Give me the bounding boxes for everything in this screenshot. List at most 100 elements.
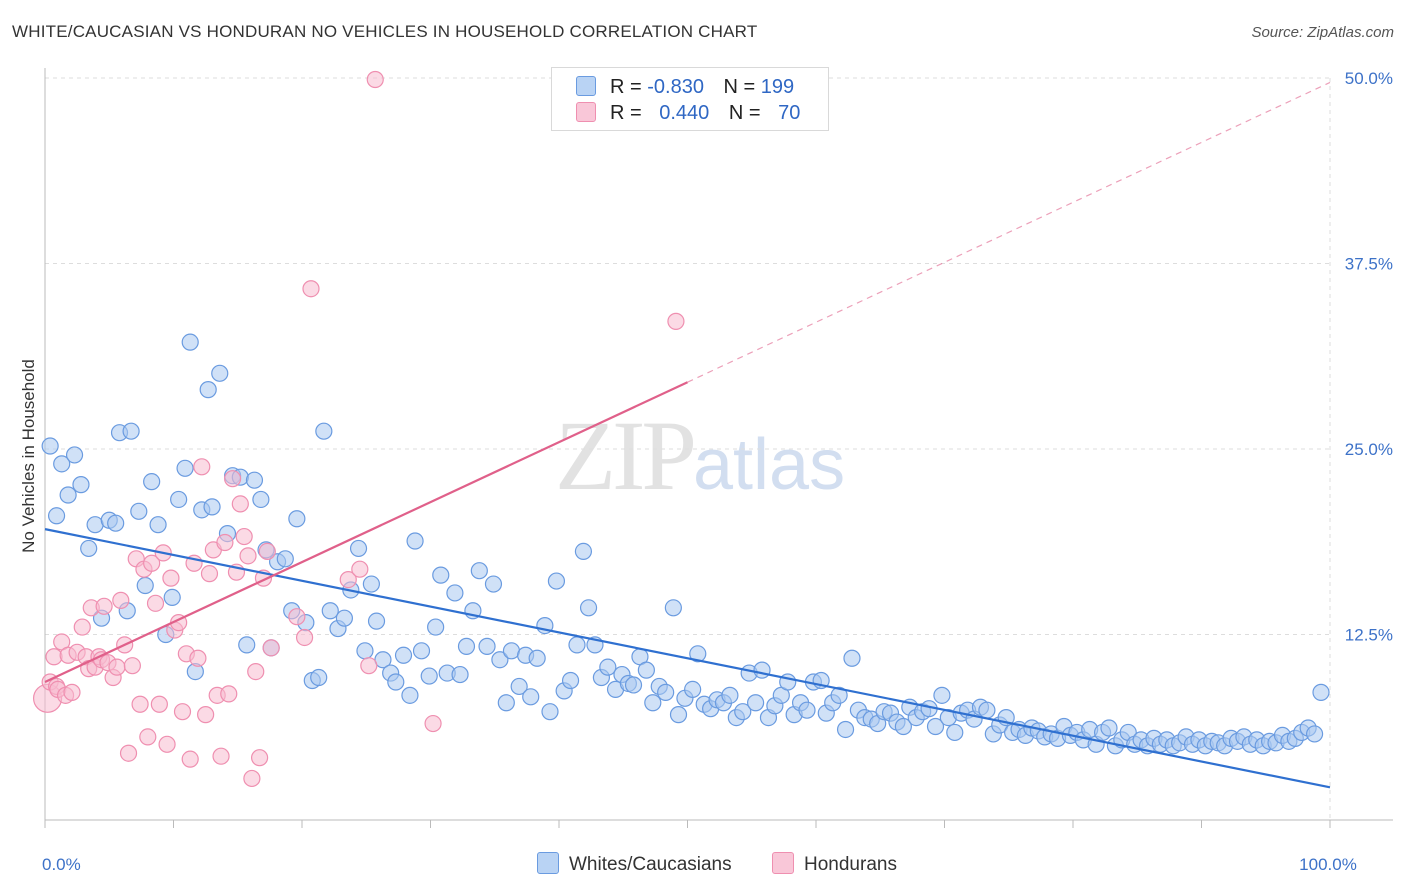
white-point	[41, 437, 59, 455]
y-tick-label: 50.0%	[1345, 69, 1393, 88]
honduran-point	[189, 649, 207, 667]
white-point	[894, 717, 912, 736]
white-point	[211, 364, 229, 382]
honduran-point	[212, 747, 230, 765]
white-point	[199, 381, 217, 399]
whites-swatch-icon	[576, 76, 596, 96]
white-point	[669, 706, 688, 724]
legend-n-value: 199	[760, 76, 795, 98]
honduran-point	[95, 597, 113, 615]
whites-trend-line	[44, 528, 1331, 789]
white-point	[470, 562, 488, 580]
honduran-point	[119, 744, 138, 762]
legend-label-hondurans: Hondurans	[804, 854, 897, 875]
white-point	[457, 637, 476, 655]
white-point	[747, 694, 765, 712]
white-point	[176, 459, 194, 477]
honduran-point	[339, 570, 357, 589]
source-label: Source: ZipAtlas.com	[1251, 24, 1394, 41]
white-point	[245, 471, 264, 489]
axes	[44, 68, 1393, 828]
white-point	[412, 642, 431, 660]
honduran-point	[262, 639, 280, 657]
white-point	[321, 602, 339, 620]
white-point	[238, 636, 256, 654]
white-point	[143, 473, 161, 491]
honduran-point	[224, 470, 242, 488]
honduran-point	[73, 618, 91, 636]
white-point	[502, 642, 521, 660]
honduran-point	[181, 750, 199, 768]
legend-n-label: N =	[728, 102, 761, 124]
legend-r-label: R =	[610, 102, 642, 124]
white-point	[367, 612, 386, 630]
white-point	[47, 507, 66, 525]
white-point	[203, 498, 221, 516]
white-point	[86, 516, 104, 534]
legend-n-label: N =	[723, 76, 756, 98]
stats-legend: R = -0.830 N = 199 R = 0.440 N = 70	[551, 67, 829, 131]
white-point	[657, 683, 675, 701]
honduran-point	[200, 565, 219, 583]
white-point	[432, 566, 450, 584]
honduran-point	[424, 714, 442, 733]
white-point	[163, 588, 181, 607]
watermark-atlas: atlas	[693, 425, 846, 505]
white-point	[362, 575, 380, 593]
white-point	[315, 422, 333, 440]
white-point	[510, 677, 528, 696]
tick-labels: 12.5% 25.0% 37.5% 50.0% 0.0% 100.0%	[42, 69, 1393, 874]
white-point	[830, 686, 848, 704]
x-tick-label: 0.0%	[42, 855, 81, 874]
honduran-point	[143, 554, 161, 572]
white-point	[394, 646, 413, 664]
hondurans-swatch-icon	[576, 102, 596, 122]
honduran-point	[239, 547, 257, 565]
white-point	[446, 584, 464, 602]
hondurans-points	[32, 70, 685, 788]
white-point	[721, 686, 739, 704]
honduran-point	[45, 648, 63, 666]
white-point	[664, 599, 682, 617]
white-point	[335, 609, 354, 627]
chart-title: WHITE/CAUCASIAN VS HONDURAN NO VEHICLES …	[12, 22, 758, 41]
white-point	[528, 649, 546, 667]
white-point	[53, 455, 71, 473]
white-point	[387, 673, 405, 691]
honduran-point	[173, 703, 192, 721]
white-point	[541, 703, 559, 721]
white-point	[349, 539, 368, 558]
white-point	[65, 446, 84, 464]
white-point	[798, 701, 816, 719]
honduran-point	[193, 458, 211, 476]
honduran-point	[667, 312, 685, 330]
white-point	[252, 490, 270, 509]
white-point	[288, 510, 306, 528]
hondurans-legend-icon	[772, 852, 794, 874]
white-point	[579, 599, 598, 617]
white-point	[561, 671, 580, 690]
legend-r-value: 0.440	[659, 102, 710, 124]
honduran-point	[250, 749, 269, 767]
white-point	[1100, 719, 1118, 737]
honduran-point	[123, 657, 141, 675]
white-point	[170, 490, 188, 509]
white-point	[624, 676, 643, 694]
white-point	[836, 720, 855, 739]
white-point	[689, 645, 707, 663]
legend-r-value: -0.830	[647, 76, 704, 98]
white-point	[497, 694, 515, 712]
white-point	[406, 532, 424, 550]
honduran-point	[360, 657, 378, 675]
honduran-point	[243, 769, 261, 788]
legend-item-hondurans: Hondurans	[772, 852, 897, 876]
watermark-zip: ZIP	[555, 400, 697, 511]
white-point	[574, 542, 593, 560]
white-point	[276, 550, 294, 568]
white-point	[130, 502, 148, 520]
white-point	[1305, 725, 1324, 743]
white-point	[599, 658, 617, 676]
legend-item-whites: Whites/Caucasians	[537, 852, 732, 876]
white-point	[491, 651, 509, 669]
